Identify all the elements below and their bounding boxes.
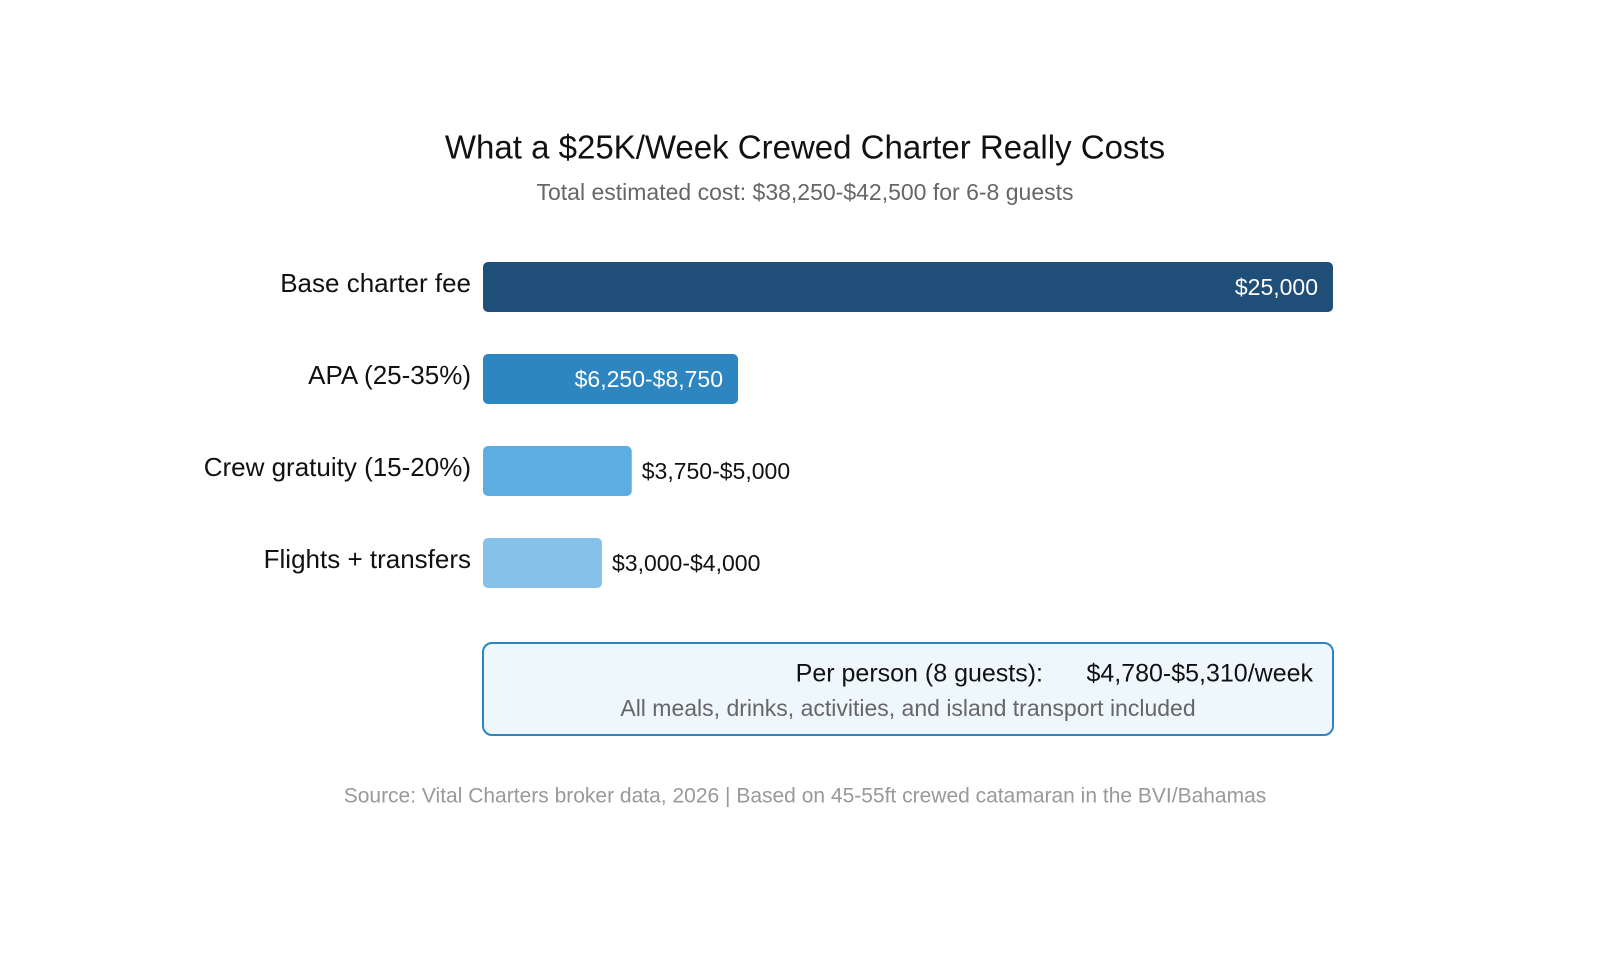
- chart-title: What a $25K/Week Crewed Charter Really C…: [445, 129, 1165, 166]
- summary-note: All meals, drinks, activities, and islan…: [620, 695, 1195, 721]
- y-tick-label: Base charter fee: [280, 268, 471, 298]
- y-tick-label: APA (25-35%): [308, 360, 471, 390]
- bar: [483, 538, 602, 588]
- value-label: $25,000: [1235, 274, 1318, 300]
- value-label: $3,000-$4,000: [612, 550, 760, 576]
- bar: [483, 262, 1333, 312]
- source-note: Source: Vital Charters broker data, 2026…: [344, 785, 1267, 808]
- value-label: $6,250-$8,750: [575, 366, 723, 392]
- bar: [483, 354, 738, 404]
- y-tick-label: Flights + transfers: [264, 544, 471, 574]
- y-tick-label: Crew gratuity (15-20%): [204, 452, 471, 482]
- bar: [483, 446, 632, 496]
- summary-box: [482, 642, 1334, 736]
- summary-value: $4,780-$5,310/week: [1086, 660, 1313, 688]
- summary-label: Per person (8 guests):: [796, 660, 1043, 688]
- value-label: $3,750-$5,000: [642, 458, 790, 484]
- chart-subtitle: Total estimated cost: $38,250-$42,500 fo…: [537, 179, 1074, 205]
